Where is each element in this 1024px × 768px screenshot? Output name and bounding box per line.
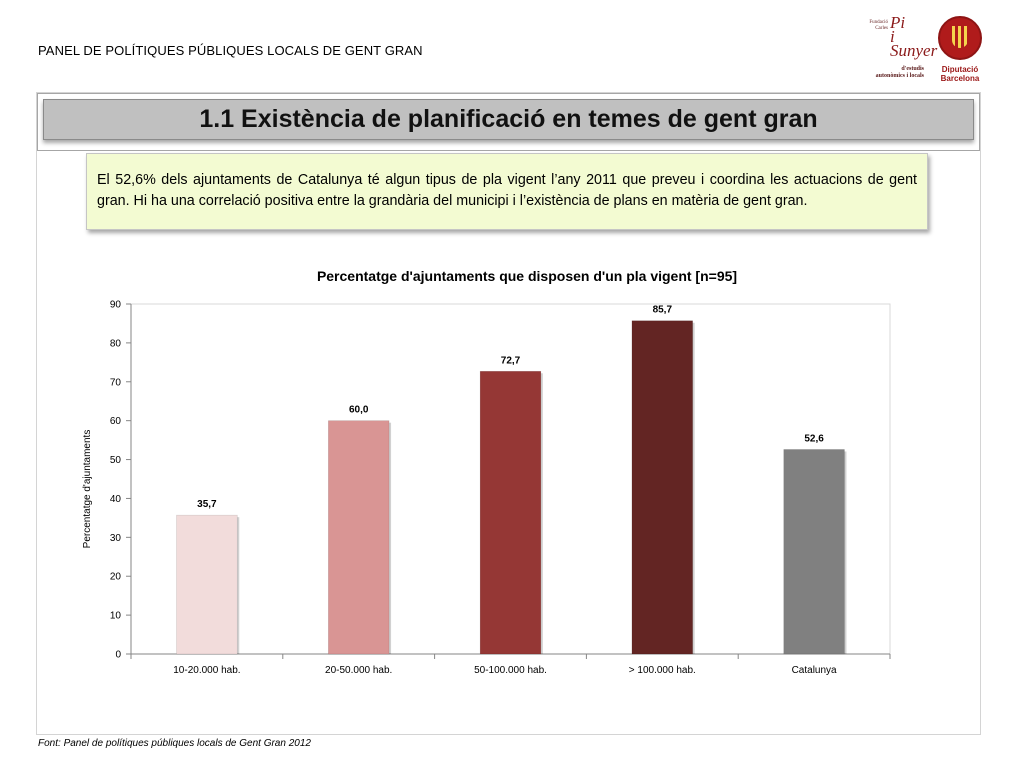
logo-pisunyer-name: Pi i Sunyer xyxy=(890,13,938,60)
slide-title: 1.1 Existència de planificació en temes … xyxy=(199,105,818,133)
bar xyxy=(176,514,238,655)
x-category-label: 10-20.000 hab. xyxy=(173,665,240,676)
y-tick-label: 50 xyxy=(110,455,122,466)
bar-value-label: 72,7 xyxy=(501,355,521,366)
y-tick-label: 40 xyxy=(110,494,122,505)
logo-pisunyer-name-line2: i Sunyer xyxy=(890,27,938,60)
bar xyxy=(783,449,845,655)
chart-title: Percentatge d'ajuntaments que disposen d… xyxy=(317,268,737,284)
bar-value-label: 52,6 xyxy=(804,433,824,444)
fundacio-pi-sunyer-logo: Fundació Carles Pi i Sunyer d'estudis au… xyxy=(866,14,937,92)
y-axis-label: Percentatge d'ajuntaments xyxy=(82,430,93,549)
bar xyxy=(631,320,693,655)
coat-of-arms-icon xyxy=(938,16,982,60)
value-labels: 35,7 60,0 72,7 85,7 52,6 xyxy=(197,305,824,510)
bar xyxy=(479,370,542,655)
y-tick-label: 80 xyxy=(110,338,122,349)
x-category-label: 20-50.000 hab. xyxy=(325,665,392,676)
bar xyxy=(328,420,390,655)
summary-text: El 52,6% dels ajuntaments de Catalunya t… xyxy=(97,172,917,209)
slide-title-panel: 1.1 Existència de planificació en temes … xyxy=(43,99,974,140)
y-tick-label: 60 xyxy=(110,416,122,427)
slide-title-bar: 1.1 Existència de planificació en temes … xyxy=(37,93,980,151)
bar-value-label: 60,0 xyxy=(349,405,369,416)
y-tick-label: 10 xyxy=(110,611,122,622)
x-category-label: Catalunya xyxy=(792,665,837,676)
source-footnote: Font: Panel de polítiques públiques loca… xyxy=(38,738,311,749)
panel-header-title: PANEL DE POLÍTIQUES PÚBLIQUES LOCALS DE … xyxy=(38,43,423,58)
x-category-label: 50-100.000 hab. xyxy=(474,665,547,676)
x-axis: 10-20.000 hab. 20-50.000 hab. 50-100.000 h… xyxy=(130,653,891,676)
x-category-label: > 100.000 hab. xyxy=(629,665,696,676)
diputacio-barcelona-logo: Diputació Barcelona xyxy=(934,16,986,88)
summary-box: El 52,6% dels ajuntaments de Catalunya t… xyxy=(86,153,928,230)
y-tick-label: 30 xyxy=(110,533,122,544)
y-tick-label: 90 xyxy=(110,300,122,311)
y-tick-label: 20 xyxy=(110,572,122,583)
logo-pisunyer-small-text: Fundació Carles xyxy=(869,20,888,31)
diputacio-logo-line1: Diputació xyxy=(941,65,979,74)
logo-pisunyer-name-line1: Pi xyxy=(890,13,906,32)
bar-value-label: 85,7 xyxy=(653,305,673,316)
y-axis: 0 10 20 30 40 50 60 70 80 90 xyxy=(110,300,132,661)
diputacio-logo-name: Diputació Barcelona xyxy=(934,65,986,83)
logo-pisunyer-subtitle: d'estudis autonòmics i locals xyxy=(875,66,924,79)
y-tick-label: 0 xyxy=(115,650,121,661)
diputacio-logo-line2: Barcelona xyxy=(940,74,980,83)
bars xyxy=(176,320,847,655)
y-tick-label: 70 xyxy=(110,377,122,388)
bar-value-label: 35,7 xyxy=(197,499,217,510)
